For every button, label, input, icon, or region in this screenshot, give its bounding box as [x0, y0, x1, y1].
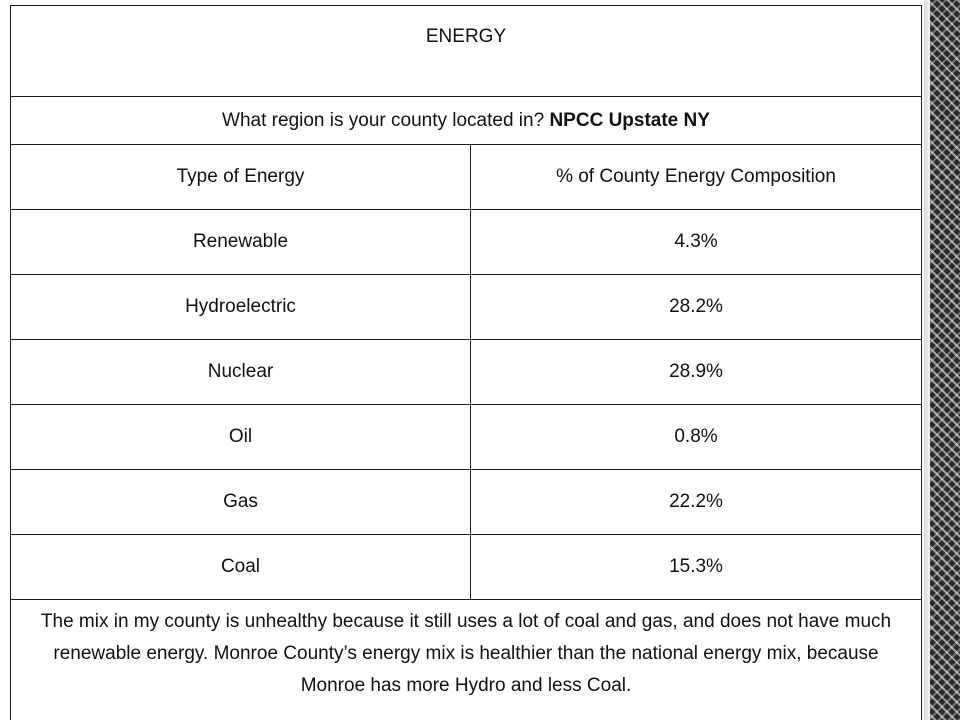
table-row: Gas 22.2%: [10, 469, 922, 535]
table-row: Renewable 4.3%: [10, 209, 922, 275]
table-row: Oil 0.8%: [10, 404, 922, 470]
energy-percent-cell: 15.3%: [470, 534, 922, 600]
energy-percent-cell: 22.2%: [470, 469, 922, 535]
energy-type-cell: Oil: [10, 404, 471, 470]
region-question: What region is your county located in?: [222, 109, 545, 131]
energy-type-cell: Nuclear: [10, 339, 471, 405]
decorative-side-stripe: [924, 0, 960, 720]
header-type: Type of Energy: [10, 144, 471, 210]
region-row: What region is your county located in? N…: [10, 96, 922, 145]
energy-percent-cell: 0.8%: [470, 404, 922, 470]
energy-percent-cell: 4.3%: [470, 209, 922, 275]
conclusion-row: The mix in my county is unhealthy becaus…: [10, 599, 922, 720]
header-percent: % of County Energy Composition: [470, 144, 922, 210]
table-row: Nuclear 28.9%: [10, 339, 922, 405]
conclusion-text: The mix in my county is unhealthy becaus…: [10, 599, 922, 720]
energy-type-cell: Hydroelectric: [10, 274, 471, 340]
energy-type-cell: Coal: [10, 534, 471, 600]
title-row: ENERGY: [10, 5, 922, 97]
energy-percent-cell: 28.2%: [470, 274, 922, 340]
table-row: Coal 15.3%: [10, 534, 922, 600]
energy-table: ENERGY What region is your county locate…: [10, 5, 922, 720]
table-title: ENERGY: [10, 5, 922, 97]
energy-type-cell: Gas: [10, 469, 471, 535]
region-answer: NPCC Upstate NY: [549, 109, 710, 131]
energy-type-cell: Renewable: [10, 209, 471, 275]
header-row: Type of Energy % of County Energy Compos…: [10, 144, 922, 210]
table-row: Hydroelectric 28.2%: [10, 274, 922, 340]
region-cell: What region is your county located in? N…: [10, 96, 922, 145]
energy-percent-cell: 28.9%: [470, 339, 922, 405]
